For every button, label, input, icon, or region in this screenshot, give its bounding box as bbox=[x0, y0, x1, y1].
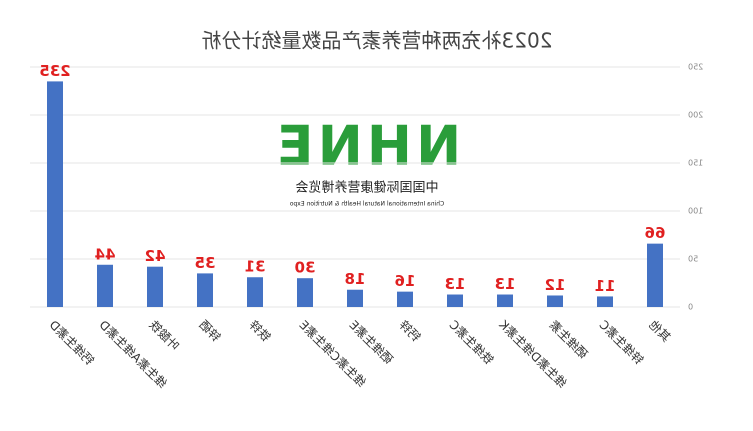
y-tick-label: 50 bbox=[688, 255, 698, 264]
bar bbox=[247, 277, 263, 307]
y-tick-label: 250 bbox=[688, 63, 703, 72]
value-label: 13 bbox=[445, 275, 466, 293]
value-label: 11 bbox=[595, 277, 616, 295]
value-label: 66 bbox=[645, 224, 666, 242]
bar bbox=[597, 296, 613, 307]
logo-name: 中国国际健康营养博览会 bbox=[295, 180, 438, 196]
y-tick-label: 200 bbox=[688, 111, 703, 120]
value-label: 235 bbox=[39, 62, 70, 80]
logo-mark: NHNE bbox=[273, 115, 461, 178]
bar bbox=[397, 291, 413, 307]
logo-subtitle: China International Natural Health & Nut… bbox=[289, 201, 444, 208]
value-label: 30 bbox=[295, 259, 316, 277]
bar bbox=[97, 264, 113, 307]
value-label: 16 bbox=[395, 272, 416, 290]
bar bbox=[197, 273, 213, 307]
value-label: 31 bbox=[245, 258, 266, 276]
bar bbox=[647, 243, 663, 307]
bar bbox=[447, 294, 463, 307]
bar bbox=[297, 278, 313, 307]
bar bbox=[347, 289, 363, 307]
bar bbox=[147, 266, 163, 307]
bar bbox=[47, 81, 63, 308]
value-label: 13 bbox=[495, 275, 516, 293]
value-label: 12 bbox=[545, 276, 566, 294]
bar bbox=[497, 294, 513, 307]
value-label: 42 bbox=[145, 247, 166, 265]
value-label: 35 bbox=[195, 254, 216, 272]
bar bbox=[547, 295, 563, 307]
y-tick-label: 150 bbox=[688, 159, 703, 168]
y-tick-label: 100 bbox=[688, 207, 703, 216]
value-label: 18 bbox=[345, 270, 366, 288]
y-tick-label: 0 bbox=[688, 303, 693, 312]
value-label: 44 bbox=[95, 245, 116, 263]
chart-title: 2023补充两种营养素产品数量统计分析 bbox=[202, 29, 553, 53]
